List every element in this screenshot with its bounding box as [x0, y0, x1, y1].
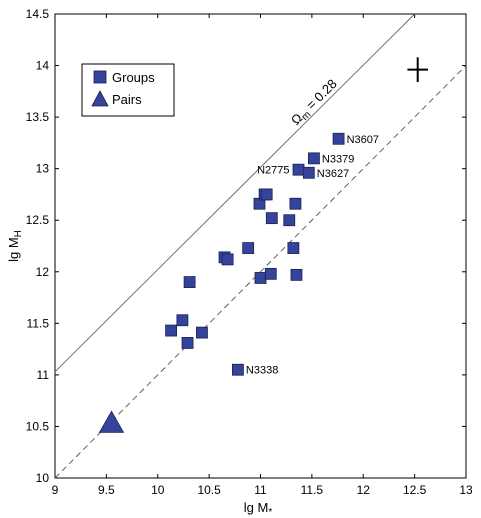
- group-point: [308, 152, 320, 165]
- point-label-n3627: N3627: [317, 168, 349, 180]
- legend-marker-groups: [93, 70, 107, 84]
- y-tick-label: 11.5: [27, 316, 50, 330]
- group-point: [196, 326, 208, 339]
- data-points: [98, 132, 345, 433]
- point-label-n3338: N3338: [246, 365, 278, 377]
- group-point: [260, 188, 273, 201]
- point-label-n3379: N3379: [322, 153, 354, 165]
- x-tick-label: 10.5: [197, 483, 221, 497]
- group-point: [332, 132, 345, 145]
- group-point: [221, 253, 234, 266]
- y-tick-label: 14.5: [26, 7, 50, 21]
- x-tick-label: 10: [151, 483, 165, 497]
- point-labels: N2775 N3627 N3379 N3607 N3338: [246, 134, 379, 377]
- solid-reference-line: [54, 13, 415, 373]
- group-point: [242, 242, 255, 254]
- group-point: [289, 197, 302, 210]
- x-tick-label: 9: [52, 483, 59, 497]
- y-tick-label: 11: [37, 368, 50, 382]
- axis-ticks: 9 9.5 10 10.5 11 11.5 12 12.5 13 10 10.5 11 11.5 12 12…: [26, 7, 473, 497]
- y-axis-label: lg MH: [6, 230, 24, 262]
- x-tick-label: 11: [254, 483, 267, 497]
- legend: Groups Pairs: [81, 63, 175, 117]
- group-point: [283, 214, 296, 227]
- legend-label-groups: Groups: [112, 70, 155, 85]
- group-point: [264, 267, 277, 280]
- group-point: [165, 324, 178, 337]
- x-tick-label: 11.5: [301, 483, 324, 497]
- group-point: [183, 276, 196, 288]
- y-tick-label: 14: [36, 59, 50, 73]
- pair-point: [98, 410, 125, 433]
- group-point: [302, 166, 315, 179]
- x-tick-label: 9.5: [98, 483, 115, 497]
- x-tick-label: 12.5: [403, 483, 427, 497]
- group-point: [231, 363, 244, 376]
- y-tick-label: 12: [36, 265, 50, 279]
- group-point: [290, 268, 303, 281]
- point-label-n3607: N3607: [347, 134, 379, 146]
- y-tick-label: 10: [36, 471, 50, 485]
- group-point: [254, 272, 267, 284]
- y-tick-label: 10.5: [26, 419, 50, 433]
- x-tick-label: 12: [357, 483, 371, 497]
- legend-marker-pairs: [91, 90, 109, 107]
- x-tick-label: 13: [459, 483, 473, 497]
- group-point: [292, 163, 305, 176]
- legend-label-pairs: Pairs: [112, 92, 142, 107]
- group-point: [181, 337, 194, 349]
- y-tick-label: 13.5: [26, 110, 50, 124]
- dashed-reference-line: [54, 65, 467, 479]
- y-tick-label: 12.5: [26, 213, 50, 227]
- x-axis-label: lg M*: [244, 500, 273, 518]
- group-point: [265, 212, 278, 225]
- group-point: [287, 242, 300, 254]
- group-point: [176, 314, 189, 327]
- y-tick-label: 13: [36, 162, 50, 176]
- point-label-n2775: N2775: [257, 165, 289, 177]
